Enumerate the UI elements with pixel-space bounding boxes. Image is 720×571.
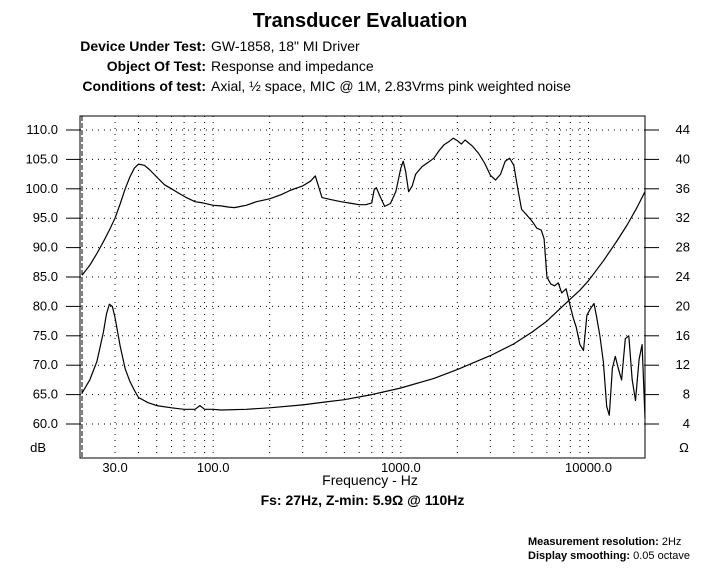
y-tick-label-left: 100.0 <box>25 181 58 196</box>
measurement-resolution: Measurement resolution: 2Hz <box>528 536 681 548</box>
x-axis-title: Frequency - Hz <box>322 472 418 488</box>
fs-zmin-summary: Fs: 27Hz, Z-min: 5.9Ω @ 110Hz <box>260 492 465 508</box>
y-tick-label-right: 28 <box>676 240 690 255</box>
y-tick-label-right: 20 <box>676 298 690 313</box>
y-tick-label-right: 12 <box>676 357 690 372</box>
impedance-line <box>81 191 646 411</box>
y-tick-label-left: 90.0 <box>33 240 58 255</box>
x-tick-label: 1000.0 <box>381 460 421 475</box>
object-of-test-label: Object Of Test: <box>106 58 206 74</box>
device-under-test-label: Device Under Test: <box>80 38 206 54</box>
y-tick-label-right: 44 <box>676 122 690 137</box>
y-tick-label-left: 70.0 <box>33 357 58 372</box>
y-tick-label-right: 40 <box>676 151 690 166</box>
x-tick-label: 100.0 <box>197 460 230 475</box>
y-tick-label-left: 80.0 <box>33 298 58 313</box>
y-tick-label-left: 110.0 <box>26 122 58 137</box>
y-tick-label-left: 75.0 <box>33 328 58 343</box>
object-of-test-value: Response and impedance <box>211 58 374 74</box>
conditions-of-test-row: Conditions of test: Axial, ½ space, MIC … <box>0 78 720 96</box>
y-tick-label-right: 4 <box>683 416 690 431</box>
conditions-of-test-value: Axial, ½ space, MIC @ 1M, 2.83Vrms pink … <box>211 78 571 94</box>
y-tick-label-left: 85.0 <box>33 269 58 284</box>
y-tick-label-right: 16 <box>676 328 690 343</box>
y-tick-label-right: 36 <box>676 181 690 196</box>
chart-title: Transducer Evaluation <box>252 10 468 32</box>
conditions-of-test-label: Conditions of test: <box>82 78 206 94</box>
chart-marks <box>81 137 646 419</box>
y-axis-unit-left: dB <box>30 440 46 455</box>
y-tick-label-left: 65.0 <box>33 387 58 402</box>
y-axis-unit-right: Ω <box>679 440 689 455</box>
x-tick-label: 10000.0 <box>565 460 612 475</box>
y-tick-label-right: 8 <box>683 387 690 402</box>
display-smoothing-value: 0.05 octave <box>633 550 690 562</box>
device-under-test-row: Device Under Test: GW-1858, 18" MI Drive… <box>0 38 720 56</box>
object-of-test-row: Object Of Test: Response and impedance <box>0 58 720 76</box>
y-tick-label-right: 32 <box>676 210 690 225</box>
x-tick-label: 30.0 <box>102 460 127 475</box>
spl-response-line <box>81 137 646 419</box>
y-tick-label-left: 60.0 <box>33 416 58 431</box>
plot-frame <box>79 115 646 459</box>
measurement-resolution-label: Measurement resolution: <box>528 536 659 548</box>
y-tick-label-left: 95.0 <box>33 210 58 225</box>
y-tick-label-right: 24 <box>676 269 690 284</box>
axis-labels: 110.0 105.0 100.0 95.0 90.0 85.0 80.0 75.0 70.0 6… <box>25 122 690 475</box>
grid-lines <box>80 116 645 458</box>
display-smoothing-label: Display smoothing: <box>528 550 631 562</box>
display-smoothing: Display smoothing: 0.05 octave <box>528 550 690 562</box>
measurement-resolution-value: 2Hz <box>661 536 682 548</box>
y-tick-label-left: 105.0 <box>25 151 58 166</box>
device-under-test-value: GW-1858, 18" MI Driver <box>211 38 360 54</box>
